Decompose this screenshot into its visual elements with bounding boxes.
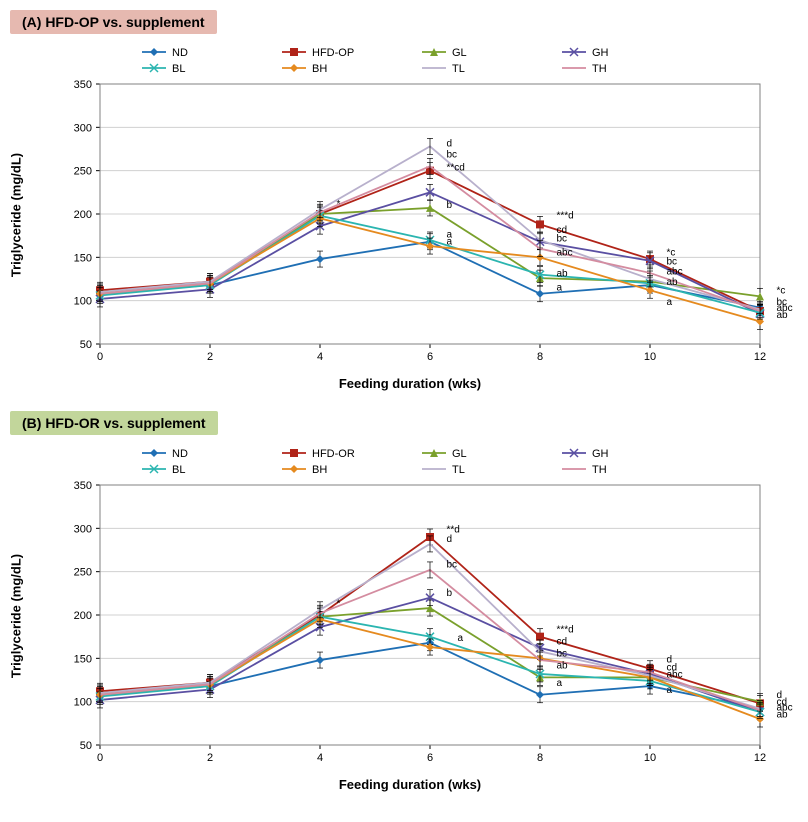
svg-text:12: 12 <box>754 351 766 363</box>
svg-text:GH: GH <box>592 47 609 59</box>
svg-text:*c: *c <box>777 286 786 297</box>
svg-text:50: 50 <box>80 740 92 752</box>
y-axis-label: Triglyceride (mg/dL) <box>9 553 24 677</box>
svg-text:a: a <box>557 678 563 689</box>
svg-text:abc: abc <box>667 267 683 278</box>
svg-text:GL: GL <box>452 47 467 59</box>
svg-text:10: 10 <box>644 351 656 363</box>
svg-text:ab: ab <box>777 709 789 720</box>
svg-text:150: 150 <box>74 653 92 665</box>
svg-text:200: 200 <box>74 610 92 622</box>
svg-text:ab: ab <box>667 277 679 288</box>
svg-text:300: 300 <box>74 122 92 134</box>
svg-text:bc: bc <box>557 649 568 660</box>
y-axis-label: Triglyceride (mg/dL) <box>9 152 24 276</box>
panel-title: (A) HFD-OP vs. supplement <box>10 10 217 34</box>
svg-text:d: d <box>447 534 453 545</box>
svg-text:ND: ND <box>172 448 188 460</box>
svg-text:bc: bc <box>447 559 458 570</box>
svg-text:10: 10 <box>644 752 656 764</box>
svg-text:b: b <box>447 200 453 211</box>
svg-text:bc: bc <box>667 256 678 267</box>
svg-text:250: 250 <box>74 166 92 178</box>
svg-text:ab: ab <box>777 310 789 321</box>
svg-text:4: 4 <box>317 752 323 764</box>
chart-svg: 50 100 150 200 250 300 350 0 2 4 6 8 10 12 ND HFD-OR GL G… <box>60 439 808 773</box>
chart-panel-B: (B) HFD-OR vs. supplement Triglyceride (m… <box>10 411 798 792</box>
chart-svg: 50 100 150 200 250 300 350 0 2 4 6 8 10 12 ND HFD-OP GL G… <box>60 38 808 372</box>
svg-text:a: a <box>458 633 464 644</box>
svg-text:BH: BH <box>312 464 327 476</box>
svg-text:***d: ***d <box>557 624 574 635</box>
svg-text:350: 350 <box>74 480 92 492</box>
panel-title: (B) HFD-OR vs. supplement <box>10 411 218 435</box>
svg-text:100: 100 <box>74 296 92 308</box>
svg-text:**cd: **cd <box>447 163 465 174</box>
svg-text:TH: TH <box>592 464 607 476</box>
svg-text:GH: GH <box>592 448 609 460</box>
svg-text:***d: ***d <box>557 210 574 221</box>
svg-text:2: 2 <box>207 752 213 764</box>
svg-text:*: * <box>337 598 341 609</box>
svg-text:b: b <box>447 588 453 599</box>
svg-text:HFD-OP: HFD-OP <box>312 47 354 59</box>
svg-text:abc: abc <box>667 669 683 680</box>
svg-text:*: * <box>337 199 341 210</box>
x-axis-label: Feeding duration (wks) <box>60 376 760 391</box>
svg-text:a: a <box>667 685 673 696</box>
svg-text:a: a <box>557 282 563 293</box>
svg-text:0: 0 <box>97 351 103 363</box>
svg-text:12: 12 <box>754 752 766 764</box>
svg-text:2: 2 <box>207 351 213 363</box>
svg-text:ab: ab <box>557 661 569 672</box>
svg-text:GL: GL <box>452 448 467 460</box>
svg-text:50: 50 <box>80 339 92 351</box>
svg-text:ND: ND <box>172 47 188 59</box>
svg-text:bc: bc <box>447 150 458 161</box>
svg-text:HFD-OR: HFD-OR <box>312 448 355 460</box>
svg-text:TL: TL <box>452 464 465 476</box>
svg-text:100: 100 <box>74 697 92 709</box>
svg-text:BL: BL <box>172 464 185 476</box>
svg-text:8: 8 <box>537 752 543 764</box>
svg-text:6: 6 <box>427 351 433 363</box>
svg-text:350: 350 <box>74 79 92 91</box>
svg-text:a: a <box>667 297 673 308</box>
svg-text:bc: bc <box>557 234 568 245</box>
svg-text:a: a <box>447 236 453 247</box>
svg-text:150: 150 <box>74 252 92 264</box>
x-axis-label: Feeding duration (wks) <box>60 777 760 792</box>
svg-text:abc: abc <box>557 248 573 259</box>
svg-text:ab: ab <box>557 268 569 279</box>
svg-text:4: 4 <box>317 351 323 363</box>
chart-wrap: Triglyceride (mg/dL)50100150200250300350… <box>60 439 798 792</box>
svg-text:TH: TH <box>592 63 607 75</box>
chart-wrap: Triglyceride (mg/dL)50100150200250300350… <box>60 38 798 391</box>
svg-text:0: 0 <box>97 752 103 764</box>
svg-text:TL: TL <box>452 63 465 75</box>
svg-text:BH: BH <box>312 63 327 75</box>
svg-text:250: 250 <box>74 567 92 579</box>
svg-text:d: d <box>447 138 453 149</box>
svg-text:200: 200 <box>74 209 92 221</box>
svg-text:cd: cd <box>557 636 568 647</box>
svg-text:6: 6 <box>427 752 433 764</box>
svg-text:BL: BL <box>172 63 185 75</box>
chart-panel-A: (A) HFD-OP vs. supplement Triglyceride (m… <box>10 10 798 391</box>
svg-text:8: 8 <box>537 351 543 363</box>
svg-text:300: 300 <box>74 523 92 535</box>
